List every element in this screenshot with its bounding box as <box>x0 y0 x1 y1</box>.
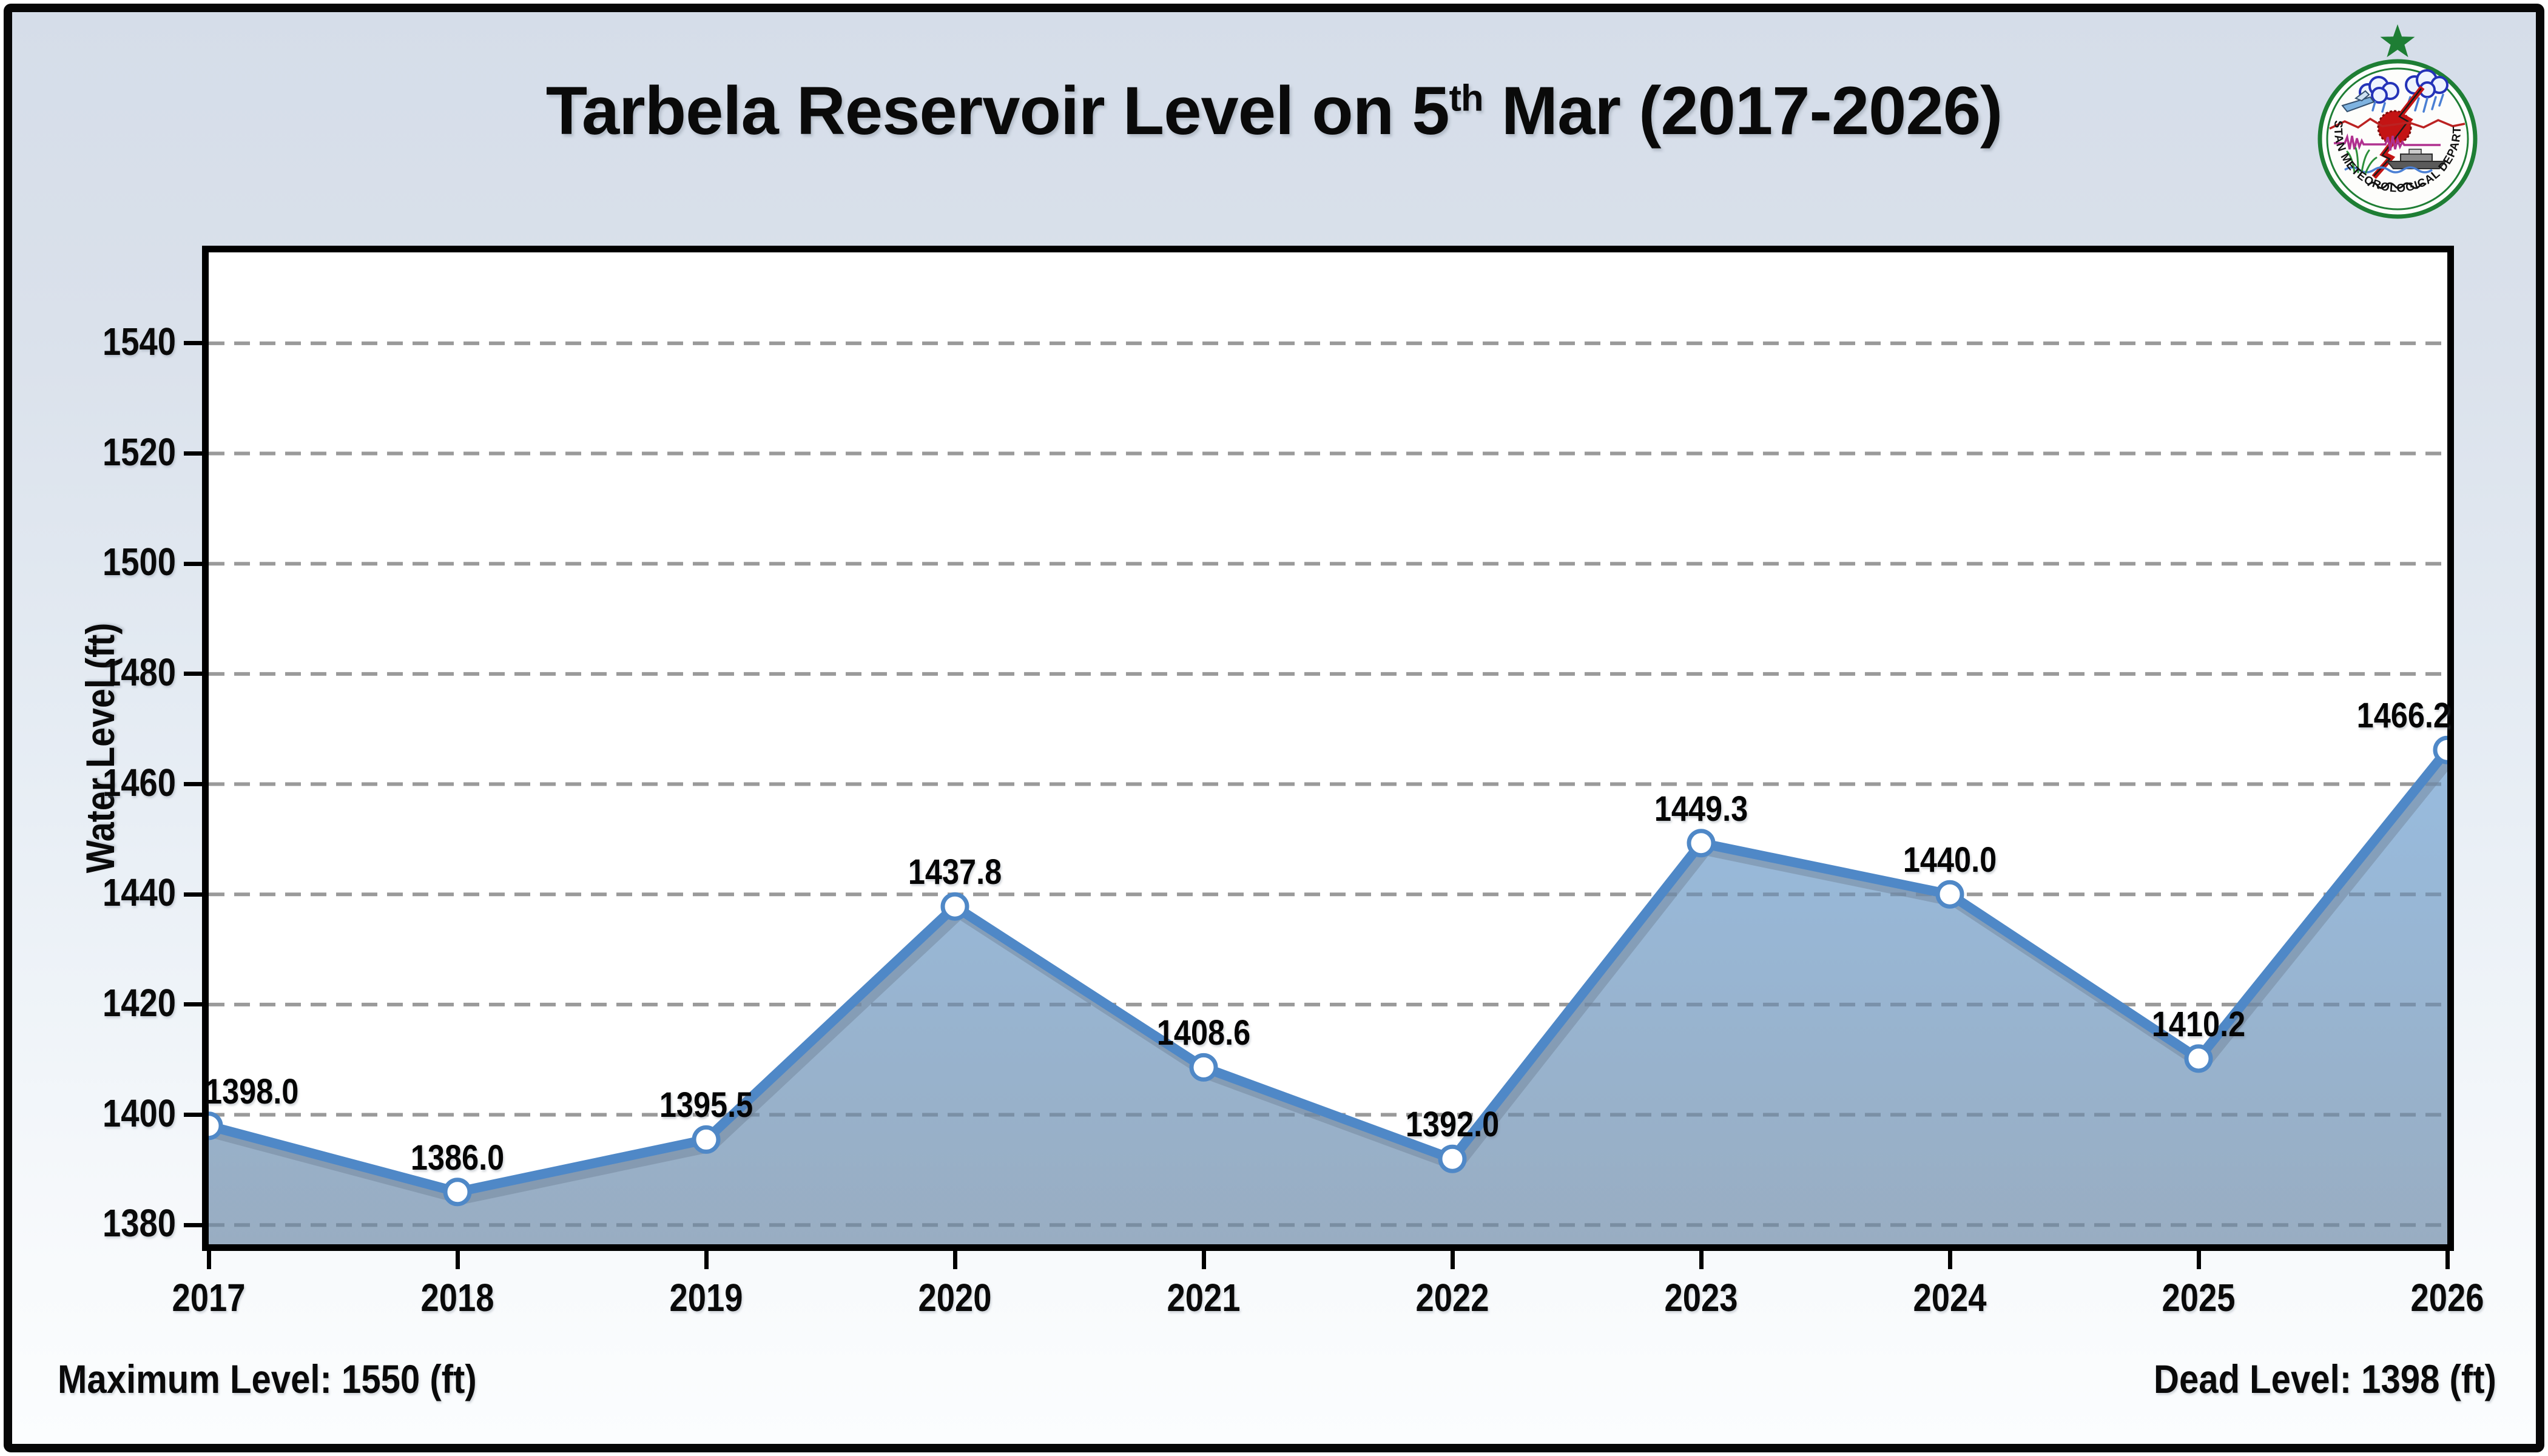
x-tick-label: 2017 <box>172 1276 246 1320</box>
logo-grass-icon <box>2346 147 2378 175</box>
x-tick-label: 2025 <box>2162 1276 2236 1320</box>
x-tick-label: 2018 <box>420 1276 494 1320</box>
data-point-label: 1392.0 <box>1405 1105 1500 1145</box>
x-tick-mark <box>2445 1251 2450 1269</box>
x-tick-label: 2022 <box>1415 1276 1489 1320</box>
logo-mountain-line <box>2329 117 2465 130</box>
x-tick-label: 2024 <box>1913 1276 1987 1320</box>
data-point-label: 1398.0 <box>205 1071 299 1111</box>
x-tick-label: 2026 <box>2410 1276 2484 1320</box>
area-series <box>209 750 2447 1244</box>
data-point-marker <box>2433 735 2447 764</box>
x-tick-mark <box>1699 1251 1704 1269</box>
data-point-label: 1395.5 <box>659 1085 753 1125</box>
data-point-marker <box>1687 829 1716 858</box>
y-tick-mark <box>184 1002 204 1007</box>
pmd-logo-icon: PAKISTAN METEOROLOGICAL DEPARTMENT <box>2302 24 2478 219</box>
y-tick-mark <box>184 451 204 456</box>
plot-area <box>202 246 2454 1251</box>
trend-line <box>209 745 2447 1197</box>
page-title: Tarbela Reservoir Level on 5th Mar (2017… <box>546 72 2003 150</box>
logo-calligraphy-icon <box>2367 181 2427 189</box>
x-tick-mark <box>1947 1251 1952 1269</box>
logo-water-line <box>2344 166 2433 174</box>
title-superscript: th <box>1449 77 1484 120</box>
data-point-label: 1437.8 <box>908 852 1002 892</box>
x-tick-mark <box>704 1251 709 1269</box>
y-tick-label: 1520 <box>102 430 176 474</box>
y-tick-mark <box>184 341 204 346</box>
data-point-marker <box>2184 1044 2213 1073</box>
data-point-marker <box>209 1111 223 1141</box>
x-tick-mark <box>1450 1251 1455 1269</box>
x-tick-label: 2021 <box>1167 1276 1241 1320</box>
data-point-label: 1410.2 <box>2151 1004 2246 1044</box>
y-tick-mark <box>184 1222 204 1227</box>
x-tick-mark <box>2196 1251 2201 1269</box>
y-tick-mark <box>184 892 204 897</box>
data-point-marker <box>1189 1053 1218 1082</box>
y-tick-label: 1540 <box>102 319 176 363</box>
reservoir-level-chart <box>209 341 2447 1244</box>
data-point-label: 1440.0 <box>1903 840 1997 880</box>
y-tick-label: 1420 <box>102 980 176 1025</box>
title-row: Tarbela Reservoir Level on 5th Mar (2017… <box>0 72 2548 150</box>
data-point-label: 1408.6 <box>1156 1013 1251 1053</box>
logo-inner-ring <box>2326 67 2469 211</box>
x-tick-mark <box>206 1251 211 1269</box>
y-tick-label: 1400 <box>102 1091 176 1135</box>
data-point-label: 1466.2 <box>2356 696 2450 736</box>
x-tick-mark <box>952 1251 957 1269</box>
y-tick-mark <box>184 782 204 787</box>
y-tick-label: 1480 <box>102 650 176 694</box>
logo-seismograph-line <box>2334 133 2441 151</box>
y-tick-label: 1440 <box>102 871 176 915</box>
y-tick-mark <box>184 561 204 566</box>
y-tick-mark <box>184 672 204 676</box>
x-tick-mark <box>1201 1251 1206 1269</box>
logo-ship-icon <box>2385 149 2447 169</box>
y-tick-mark <box>184 1113 204 1117</box>
data-point-marker <box>1438 1144 1467 1173</box>
maximum-level-annotation: Maximum Level: 1550 (ft) <box>58 1357 477 1401</box>
data-point-label: 1386.0 <box>410 1138 505 1178</box>
x-tick-label: 2023 <box>1664 1276 1738 1320</box>
y-tick-label: 1500 <box>102 540 176 584</box>
data-point-marker <box>940 892 969 921</box>
x-tick-label: 2020 <box>918 1276 992 1320</box>
x-tick-mark <box>455 1251 460 1269</box>
data-point-marker <box>1935 880 1964 909</box>
y-tick-label: 1460 <box>102 760 176 804</box>
y-tick-label: 1380 <box>102 1201 176 1245</box>
title-suffix: Mar (2017-2026) <box>1483 73 2003 149</box>
x-tick-label: 2019 <box>669 1276 743 1320</box>
data-point-label: 1449.3 <box>1654 789 1748 829</box>
dead-level-annotation: Dead Level: 1398 (ft) <box>2154 1357 2496 1401</box>
logo-star-icon <box>2380 24 2415 58</box>
title-prefix: Tarbela Reservoir Level on 5 <box>545 73 1450 149</box>
data-point-marker <box>692 1125 721 1154</box>
logo-airplane-icon <box>2341 90 2375 113</box>
data-point-marker <box>443 1178 472 1207</box>
